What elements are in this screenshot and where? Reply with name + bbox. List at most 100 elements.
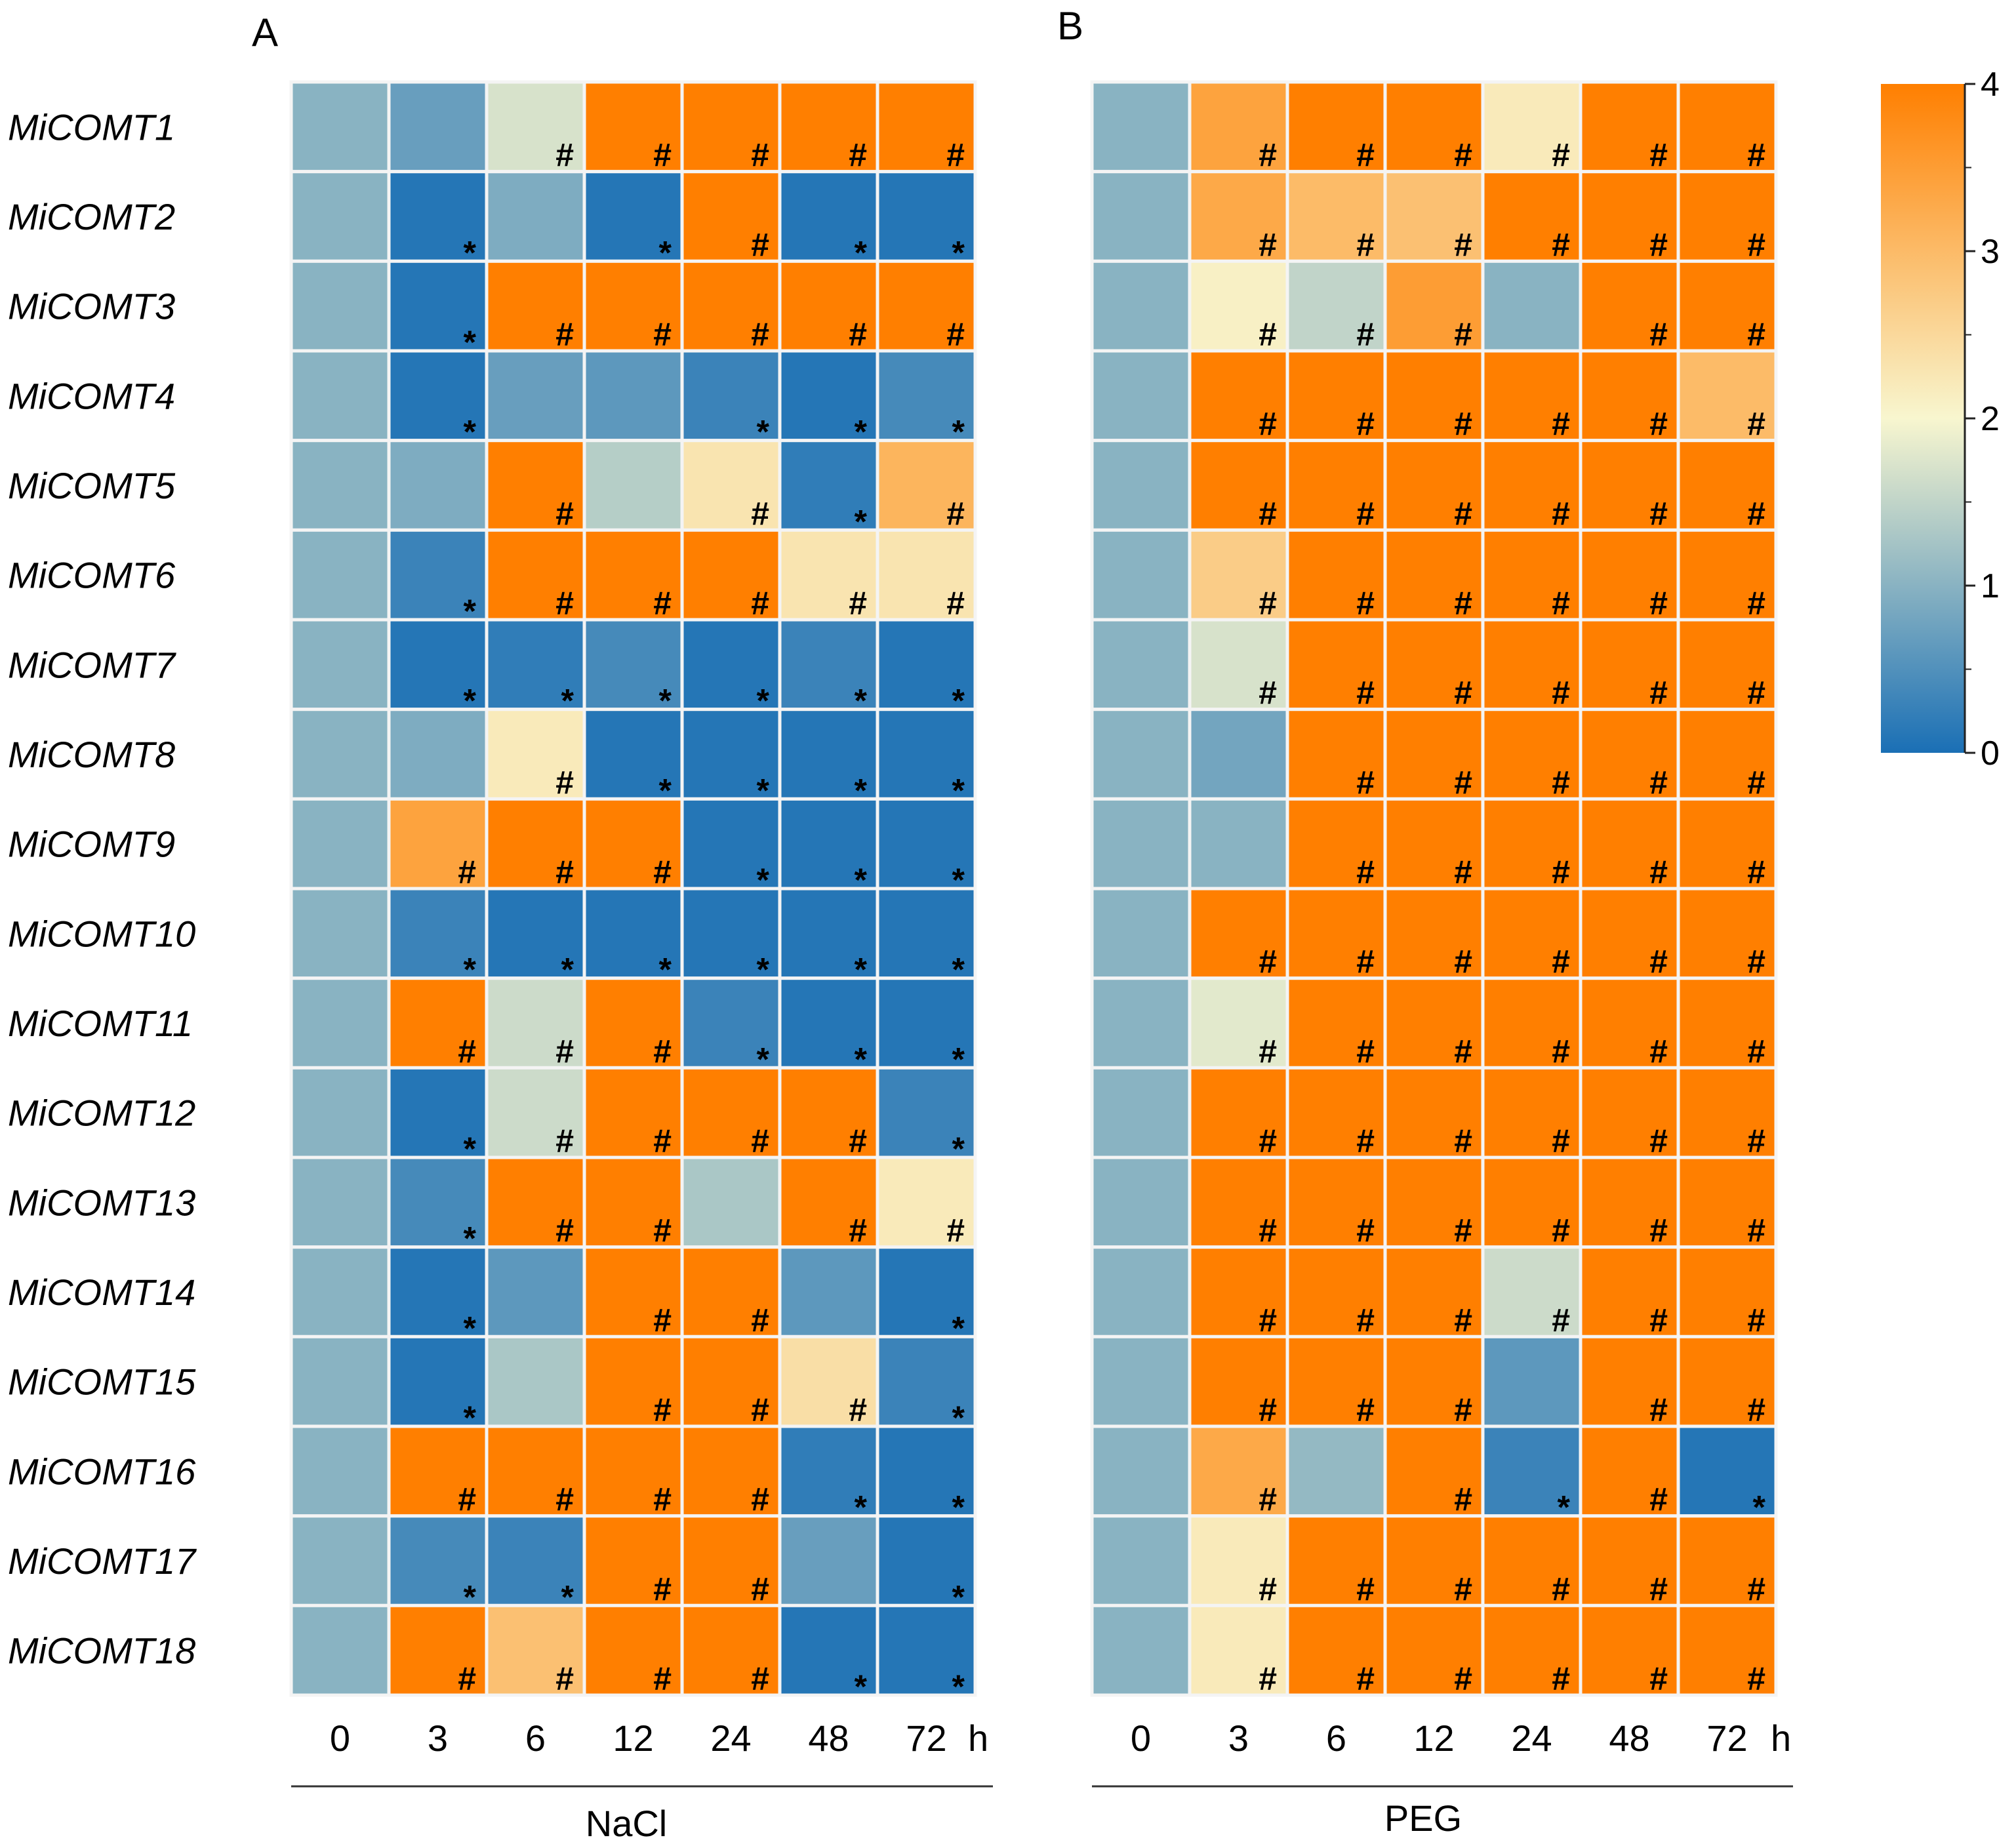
increase-marker-b-12-48: # — [1649, 1123, 1668, 1159]
increase-marker-b-5-12: # — [1454, 495, 1472, 532]
increase-marker-a-3-12: # — [653, 316, 672, 353]
increase-marker-b-2-24: # — [1552, 226, 1570, 263]
gene-label-micomt15: MiCOMT15 — [8, 1361, 196, 1403]
heatmap-cell-b-17-0 — [1090, 1514, 1192, 1607]
heatmap-cell-a-18-72 — [876, 1603, 977, 1697]
increase-marker-b-4-72: # — [1747, 406, 1765, 443]
increase-marker-b-12-6: # — [1356, 1123, 1375, 1159]
heatmap-cell-a-1-12 — [582, 80, 684, 174]
increase-marker-a-1-12: # — [653, 137, 672, 174]
heatmap-cell-b-4-0 — [1090, 349, 1192, 443]
heatmap-cell-a-15-6 — [485, 1334, 586, 1428]
increase-marker-b-1-3: # — [1259, 137, 1277, 174]
increase-marker-b-18-72: # — [1747, 1660, 1765, 1697]
increase-marker-a-12-48: # — [849, 1123, 867, 1159]
increase-marker-a-5-6: # — [555, 495, 574, 532]
increase-marker-b-14-24: # — [1552, 1302, 1570, 1338]
increase-marker-a-1-24: # — [751, 137, 769, 174]
heatmap-cell-a-18-12 — [582, 1603, 684, 1697]
increase-marker-b-3-3: # — [1259, 316, 1277, 353]
increase-marker-b-8-72: # — [1747, 764, 1765, 801]
heatmap-cell-a-14-48 — [778, 1245, 879, 1338]
heatmap-cell-a-8-0 — [289, 708, 391, 801]
increase-marker-b-2-72: # — [1747, 226, 1765, 263]
time-tick-a-12: 12 — [613, 1717, 653, 1759]
heatmap-cell-a-12-3 — [387, 1066, 489, 1159]
increase-marker-b-3-72: # — [1747, 316, 1765, 353]
heatmap-cell-a-12-48 — [778, 1066, 879, 1159]
heatmap-cell-b-4-6 — [1285, 349, 1387, 443]
gene-label-micomt17: MiCOMT17 — [8, 1540, 197, 1582]
heatmap-cell-b-10-24 — [1481, 887, 1583, 980]
increase-marker-b-15-6: # — [1356, 1392, 1375, 1428]
heatmap-cell-a-17-48 — [778, 1514, 879, 1607]
heatmap-cell-a-15-3 — [387, 1334, 489, 1428]
time-tick-a-6: 6 — [525, 1717, 546, 1759]
increase-marker-a-5-72: # — [946, 495, 965, 532]
heatmap-cell-a-8-72 — [876, 708, 977, 801]
decrease-marker-a-18-48: * — [855, 1668, 868, 1705]
increase-marker-a-18-12: # — [653, 1660, 672, 1697]
heatmap-cell-a-11-12 — [582, 976, 684, 1070]
heatmap-cell-a-9-48 — [778, 797, 879, 891]
heatmap-cell-a-6-3 — [387, 528, 489, 622]
increase-marker-b-11-48: # — [1649, 1033, 1668, 1070]
increase-marker-a-13-72: # — [946, 1213, 965, 1249]
heatmap-cell-b-8-3 — [1188, 708, 1289, 801]
increase-marker-a-1-72: # — [946, 137, 965, 174]
increase-marker-b-12-24: # — [1552, 1123, 1570, 1159]
heatmap-cell-b-11-12 — [1383, 976, 1485, 1070]
heatmap-cell-b-10-48 — [1579, 887, 1680, 980]
increase-marker-b-5-24: # — [1552, 495, 1570, 532]
increase-marker-b-14-6: # — [1356, 1302, 1375, 1338]
increase-marker-b-2-3: # — [1259, 226, 1277, 263]
increase-marker-b-6-24: # — [1552, 585, 1570, 622]
heatmap-cell-a-17-72 — [876, 1514, 977, 1607]
heatmap-cell-b-4-24 — [1481, 349, 1583, 443]
increase-marker-b-8-48: # — [1649, 764, 1668, 801]
increase-marker-b-11-3: # — [1259, 1033, 1277, 1070]
color-scale-label-2: 2 — [1981, 400, 2000, 438]
increase-marker-b-14-3: # — [1259, 1302, 1277, 1338]
color-scale-label-1: 1 — [1981, 567, 2000, 605]
heatmap-cell-b-6-6 — [1285, 528, 1387, 622]
increase-marker-b-6-48: # — [1649, 585, 1668, 622]
increase-marker-a-13-6: # — [555, 1213, 574, 1249]
heatmap-cell-a-1-24 — [680, 80, 782, 174]
heatmap-cell-b-6-72 — [1676, 528, 1778, 622]
heatmap-cell-b-13-3 — [1188, 1155, 1289, 1249]
heatmap-cell-a-12-72 — [876, 1066, 977, 1159]
heatmap-cell-b-6-12 — [1383, 528, 1485, 622]
increase-marker-a-13-48: # — [849, 1213, 867, 1249]
panel-a-time-axis: 0 3 6 12 24 48 72 — [330, 1717, 947, 1759]
heatmap-cell-b-13-72 — [1676, 1155, 1778, 1249]
heatmap-cell-b-12-0 — [1090, 1066, 1192, 1159]
time-tick-a-48: 48 — [808, 1717, 849, 1759]
heatmap-cell-a-3-3 — [387, 259, 489, 353]
increase-marker-b-1-12: # — [1454, 137, 1472, 174]
increase-marker-a-6-24: # — [751, 585, 769, 622]
gene-label-micomt6: MiCOMT6 — [8, 555, 176, 596]
heatmap-cell-a-12-6 — [485, 1066, 586, 1159]
heatmap-cell-a-14-72 — [876, 1245, 977, 1338]
increase-marker-b-8-6: # — [1356, 764, 1375, 801]
increase-marker-b-2-12: # — [1454, 226, 1472, 263]
increase-marker-b-7-3: # — [1259, 675, 1277, 712]
increase-marker-b-9-24: # — [1552, 854, 1570, 891]
increase-marker-a-2-24: # — [751, 226, 769, 263]
increase-marker-a-12-12: # — [653, 1123, 672, 1159]
heatmap-cell-a-7-3 — [387, 618, 489, 712]
heatmap-cell-b-3-0 — [1090, 259, 1192, 353]
increase-marker-a-12-6: # — [555, 1123, 574, 1159]
increase-marker-a-3-6: # — [555, 316, 574, 353]
increase-marker-a-17-24: # — [751, 1571, 769, 1607]
heatmap-cell-a-15-48 — [778, 1334, 879, 1428]
increase-marker-b-18-24: # — [1552, 1660, 1570, 1697]
increase-marker-b-5-6: # — [1356, 495, 1375, 532]
increase-marker-b-17-3: # — [1259, 1571, 1277, 1607]
heatmap-cell-a-11-72 — [876, 976, 977, 1070]
heatmap-cell-b-10-72 — [1676, 887, 1778, 980]
increase-marker-b-8-12: # — [1454, 764, 1472, 801]
heatmap-cell-a-10-48 — [778, 887, 879, 980]
increase-marker-b-7-6: # — [1356, 675, 1375, 712]
